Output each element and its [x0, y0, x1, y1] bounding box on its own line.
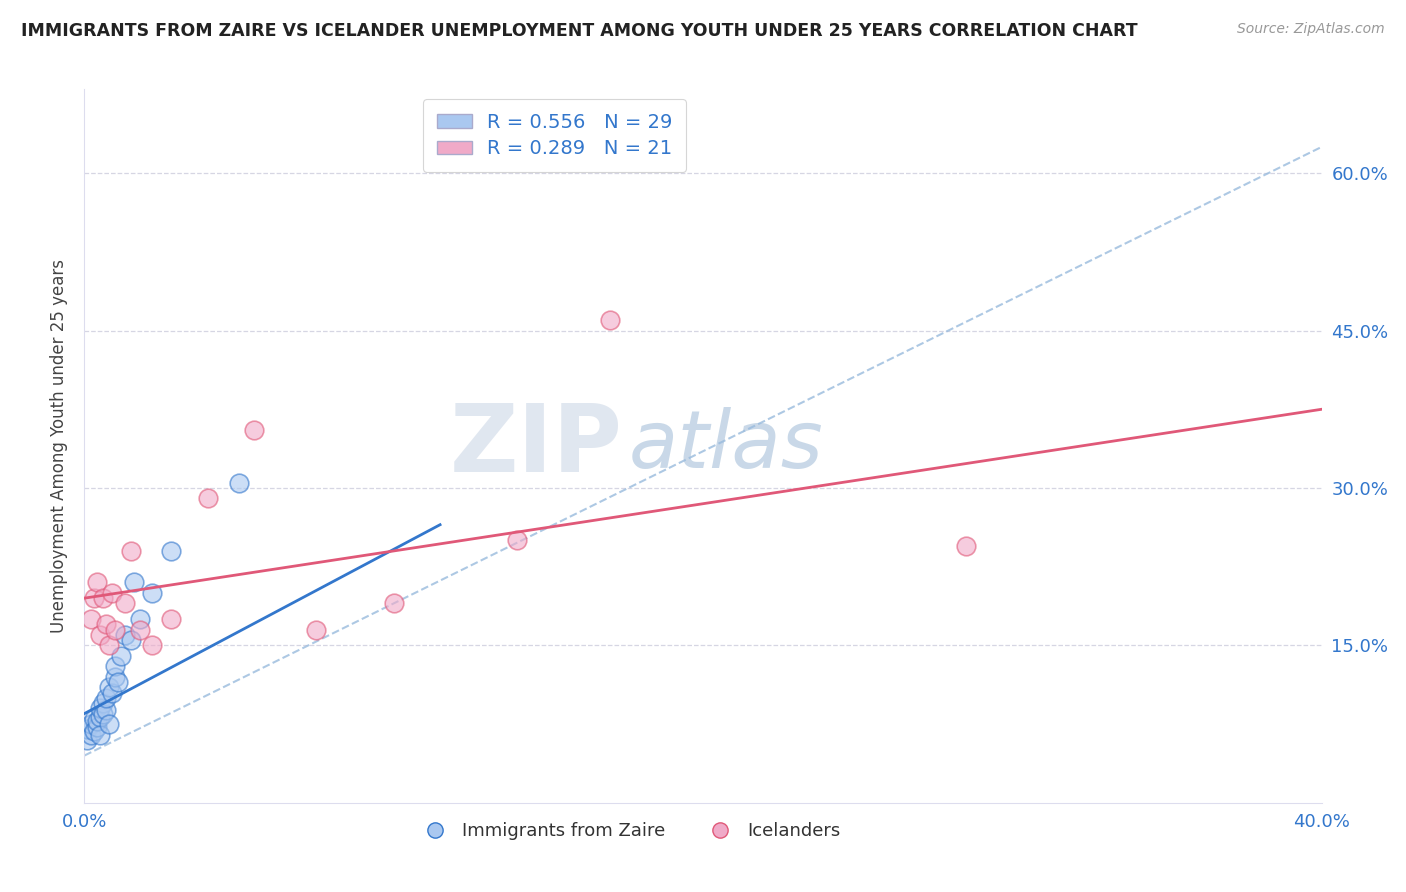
- Point: [98, 639, 121, 653]
- Point: [506, 533, 529, 548]
- Point: [382, 596, 405, 610]
- Point: [243, 423, 266, 437]
- Point: [76, 732, 98, 747]
- Point: [89, 701, 111, 715]
- Point: [91, 591, 114, 606]
- Point: [79, 728, 101, 742]
- Legend: Immigrants from Zaire, Icelanders: Immigrants from Zaire, Icelanders: [411, 815, 848, 847]
- Point: [129, 612, 152, 626]
- Point: [228, 475, 250, 490]
- Point: [104, 670, 127, 684]
- Point: [94, 690, 117, 705]
- Point: [129, 623, 152, 637]
- Point: [83, 724, 105, 739]
- Point: [89, 728, 111, 742]
- Point: [83, 591, 105, 606]
- Point: [120, 633, 142, 648]
- Text: Source: ZipAtlas.com: Source: ZipAtlas.com: [1237, 22, 1385, 37]
- Point: [110, 648, 132, 663]
- Point: [107, 675, 129, 690]
- Point: [141, 586, 163, 600]
- Point: [141, 639, 163, 653]
- Point: [114, 596, 136, 610]
- Y-axis label: Unemployment Among Youth under 25 years: Unemployment Among Youth under 25 years: [49, 259, 67, 633]
- Point: [79, 612, 101, 626]
- Point: [101, 685, 124, 699]
- Point: [98, 717, 121, 731]
- Point: [160, 612, 183, 626]
- Point: [83, 712, 105, 726]
- Point: [86, 714, 108, 728]
- Point: [120, 544, 142, 558]
- Point: [79, 717, 101, 731]
- Point: [94, 703, 117, 717]
- Point: [94, 617, 117, 632]
- Point: [104, 659, 127, 673]
- Point: [122, 575, 145, 590]
- Text: atlas: atlas: [628, 407, 824, 485]
- Point: [160, 544, 183, 558]
- Text: IMMIGRANTS FROM ZAIRE VS ICELANDER UNEMPLOYMENT AMONG YOUTH UNDER 25 YEARS CORRE: IMMIGRANTS FROM ZAIRE VS ICELANDER UNEMP…: [21, 22, 1137, 40]
- Point: [114, 628, 136, 642]
- Point: [955, 539, 977, 553]
- Point: [91, 696, 114, 710]
- Point: [599, 313, 621, 327]
- Point: [101, 586, 124, 600]
- Point: [104, 623, 127, 637]
- Point: [91, 706, 114, 721]
- Point: [305, 623, 328, 637]
- Point: [89, 710, 111, 724]
- Point: [89, 628, 111, 642]
- Point: [86, 720, 108, 734]
- Point: [86, 575, 108, 590]
- Point: [98, 681, 121, 695]
- Text: ZIP: ZIP: [450, 400, 623, 492]
- Point: [197, 491, 219, 506]
- Point: [76, 723, 98, 737]
